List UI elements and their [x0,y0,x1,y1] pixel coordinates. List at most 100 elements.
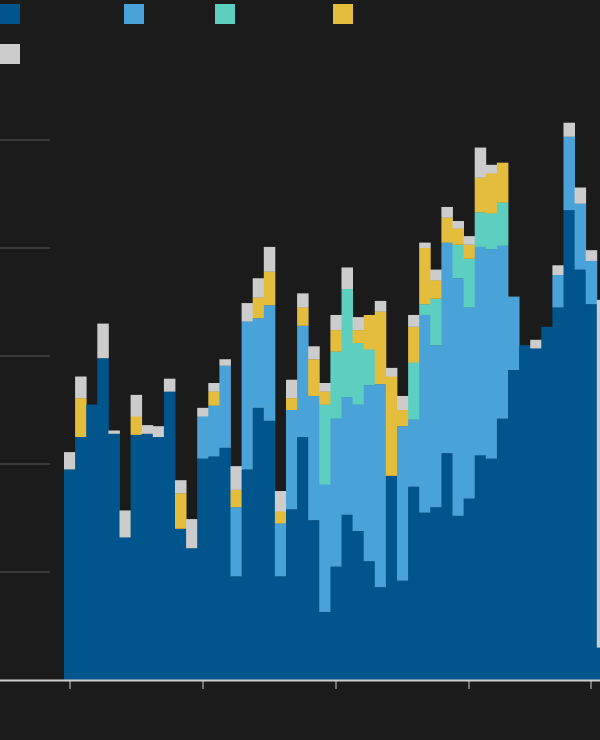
bar-47-segment-1 [574,269,587,680]
bar-33-segment-5 [419,242,431,248]
bar-38-segment-5 [474,147,487,178]
bar-48-segment-2 [585,260,598,305]
bar-33-segment-3 [419,304,431,315]
bar-44-segment-1 [541,326,553,680]
bar-11-segment-1 [175,528,187,680]
bar-15-segment-2 [219,365,231,448]
bar-21-segment-4 [286,398,298,410]
bar-34-segment-2 [430,345,442,508]
bar-40-segment-3 [496,202,509,246]
bar-23-segment-1 [308,520,320,680]
bar-17-segment-2 [241,321,254,470]
legend-swatch-3 [215,4,235,24]
bar-7-segment-4 [130,416,143,435]
bar-20-segment-1 [274,576,287,680]
bar-22-segment-4 [297,307,309,326]
bar-19-segment-1 [263,420,276,680]
bar-11-segment-5 [175,480,187,494]
bar-4-segment-5 [97,323,109,359]
bar-24-segment-4 [319,391,331,405]
bar-14-segment-2 [208,405,220,457]
bar-41-segment-2 [508,296,520,371]
bar-29-segment-1 [374,587,387,680]
bar-10-segment-5 [163,378,176,392]
bar-7-segment-1 [130,434,143,680]
bar-11-segment-4 [175,493,187,529]
bar-32-segment-4 [408,326,420,363]
bar-48-segment-5 [585,250,598,261]
bar-38-segment-1 [474,455,487,680]
bar-5-segment-5 [108,430,120,434]
bar-46-segment-2 [563,136,575,211]
bar-19-segment-4 [263,271,276,306]
bar-34-segment-5 [430,269,442,281]
bar-36-segment-2 [452,278,464,516]
bar-47-segment-2 [574,203,587,270]
bar-46-segment-5 [563,122,575,137]
bar-21-segment-5 [286,379,298,399]
bar-14-segment-1 [208,456,220,680]
bar-30-segment-5 [385,367,398,377]
bar-39-segment-4 [485,173,498,214]
x-axis [0,679,600,689]
bar-40-segment-2 [496,245,509,419]
bar-32-segment-3 [408,362,420,420]
bar-27-segment-1 [352,530,365,680]
bar-6-segment-5 [119,510,131,538]
bar-28-segment-3 [363,349,376,386]
bar-4-segment-1 [97,358,109,680]
bar-41-segment-1 [508,370,520,680]
bar-22-segment-1 [297,437,309,680]
bar-32-segment-1 [408,486,420,680]
bar-27-segment-2 [352,404,365,531]
bar-2-segment-4 [75,398,87,437]
bar-28-segment-2 [363,385,376,562]
bar-28-segment-4 [363,314,376,350]
bar-38-segment-3 [474,212,487,247]
bar-37-segment-3 [463,258,476,308]
bar-17-segment-1 [241,469,254,680]
bar-35-segment-4 [441,217,453,243]
bar-2-segment-5 [75,376,87,399]
bar-9-segment-1 [152,437,165,680]
bar-48-segment-1 [585,304,598,680]
bar-37-segment-1 [463,498,476,680]
bar-22-segment-5 [297,293,309,308]
bar-5-segment-1 [108,433,120,680]
bar-33-segment-2 [419,314,431,513]
bar-13-segment-1 [197,458,209,680]
bar-8-segment-1 [141,433,154,680]
legend-swatch-5 [0,44,20,64]
bar-29-segment-5 [374,300,387,312]
bar-31-segment-1 [397,580,409,680]
bar-6-segment-1 [119,537,131,680]
bar-37-segment-4 [463,244,476,259]
bar-20-segment-5 [274,491,287,512]
bar-43-segment-5 [530,339,542,349]
bar-38-segment-4 [474,177,487,213]
bar-12-segment-1 [186,548,198,680]
bar-25-segment-1 [330,566,342,680]
bar-36-segment-1 [452,515,464,680]
bar-26-segment-3 [341,289,353,398]
bar-31-segment-5 [397,395,409,410]
bar-39-segment-5 [485,164,498,174]
bar-14-segment-4 [208,391,220,406]
bar-24-segment-2 [319,484,331,612]
bar-19-segment-5 [263,246,276,272]
bar-16-segment-5 [230,466,242,490]
bar-36-segment-3 [452,244,464,279]
bar-31-segment-4 [397,410,409,427]
bar-34-segment-4 [430,280,442,299]
bar-18-segment-5 [252,278,265,298]
bar-17-segment-5 [241,303,254,322]
bar-18-segment-2 [252,318,265,408]
legend [0,4,353,64]
bar-23-segment-2 [308,395,320,521]
bar-43-segment-1 [530,348,542,680]
bar-35-segment-5 [441,206,453,218]
bar-26-segment-1 [341,514,353,680]
bar-39-segment-3 [485,213,498,250]
bar-21-segment-2 [286,410,298,510]
bars [64,122,600,680]
